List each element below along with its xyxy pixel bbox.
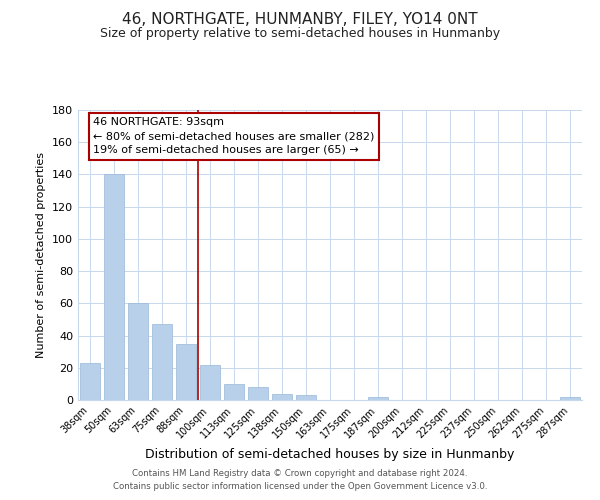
Bar [200, 364, 220, 400]
Bar [104, 174, 124, 400]
X-axis label: Distribution of semi-detached houses by size in Hunmanby: Distribution of semi-detached houses by … [145, 448, 515, 461]
Bar [272, 394, 292, 400]
Bar [176, 344, 196, 400]
Bar [368, 397, 388, 400]
Bar [248, 387, 268, 400]
Bar [224, 384, 244, 400]
Text: Contains HM Land Registry data © Crown copyright and database right 2024.: Contains HM Land Registry data © Crown c… [132, 468, 468, 477]
Y-axis label: Number of semi-detached properties: Number of semi-detached properties [37, 152, 46, 358]
Bar [296, 395, 316, 400]
Text: 46 NORTHGATE: 93sqm
← 80% of semi-detached houses are smaller (282)
19% of semi-: 46 NORTHGATE: 93sqm ← 80% of semi-detach… [93, 117, 374, 155]
Bar [80, 363, 100, 400]
Text: Contains public sector information licensed under the Open Government Licence v3: Contains public sector information licen… [113, 482, 487, 491]
Text: 46, NORTHGATE, HUNMANBY, FILEY, YO14 0NT: 46, NORTHGATE, HUNMANBY, FILEY, YO14 0NT [122, 12, 478, 28]
Bar [128, 304, 148, 400]
Bar [560, 397, 580, 400]
Text: Size of property relative to semi-detached houses in Hunmanby: Size of property relative to semi-detach… [100, 28, 500, 40]
Bar [152, 324, 172, 400]
